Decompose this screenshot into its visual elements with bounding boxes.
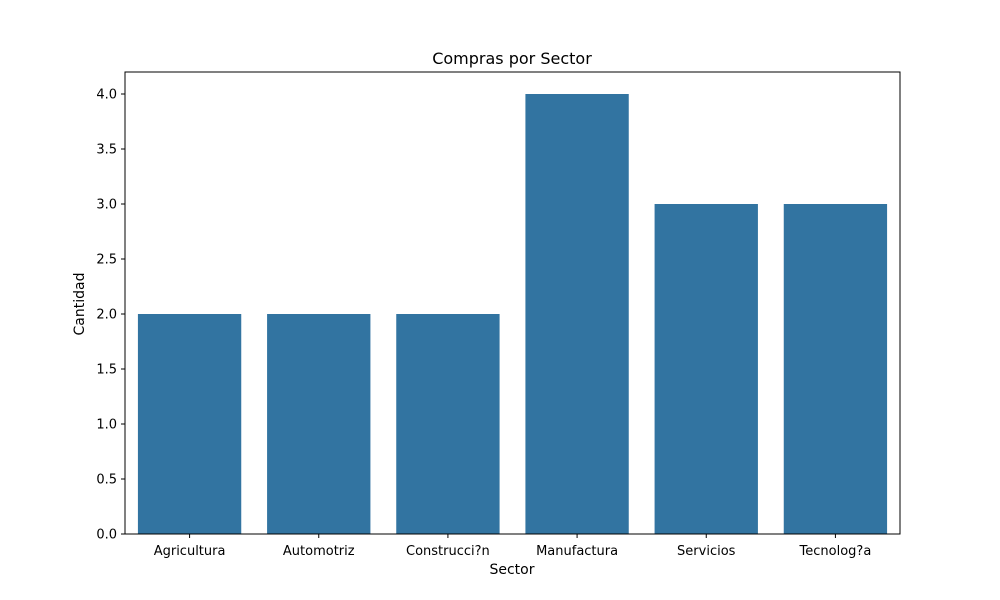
x-tick-label: Tecnolog?a — [799, 544, 872, 559]
x-tick-label: Automotriz — [283, 544, 355, 559]
y-axis-ticks: 0.0 0.5 1.0 1.5 2.0 2.5 3.0 3.5 4.0 — [96, 88, 125, 543]
y-tick-label: 2.0 — [96, 308, 117, 323]
chart-title: Compras por Sector — [432, 49, 592, 68]
y-tick-label: 1.0 — [96, 418, 117, 433]
y-tick-label: 2.5 — [96, 253, 117, 268]
y-tick-label: 0.0 — [96, 528, 117, 543]
y-tick-label: 4.0 — [96, 88, 117, 103]
x-axis-label: Sector — [489, 562, 534, 578]
bar-4 — [654, 204, 758, 534]
y-tick-label: 0.5 — [96, 473, 117, 488]
x-tick-label: Construcci?n — [406, 544, 490, 559]
bar-5 — [783, 204, 888, 534]
y-axis-label: Cantidad — [72, 273, 88, 336]
x-tick-label: Manufactura — [536, 544, 618, 559]
y-tick-label: 1.5 — [96, 363, 117, 378]
x-tick-label: Agricultura — [154, 544, 226, 559]
plot-frame — [124, 71, 901, 535]
bar-2 — [396, 314, 500, 534]
y-tick-label: 3.0 — [96, 198, 117, 213]
bar-3 — [525, 94, 629, 534]
bar-0 — [137, 314, 242, 534]
x-axis-ticks: Agricultura Automotriz Construcci?n Manufac… — [154, 534, 872, 559]
bar-1 — [267, 314, 371, 534]
y-tick-label: 3.5 — [96, 143, 117, 158]
bars-group — [137, 94, 888, 534]
x-tick-label: Servicios — [677, 544, 736, 559]
